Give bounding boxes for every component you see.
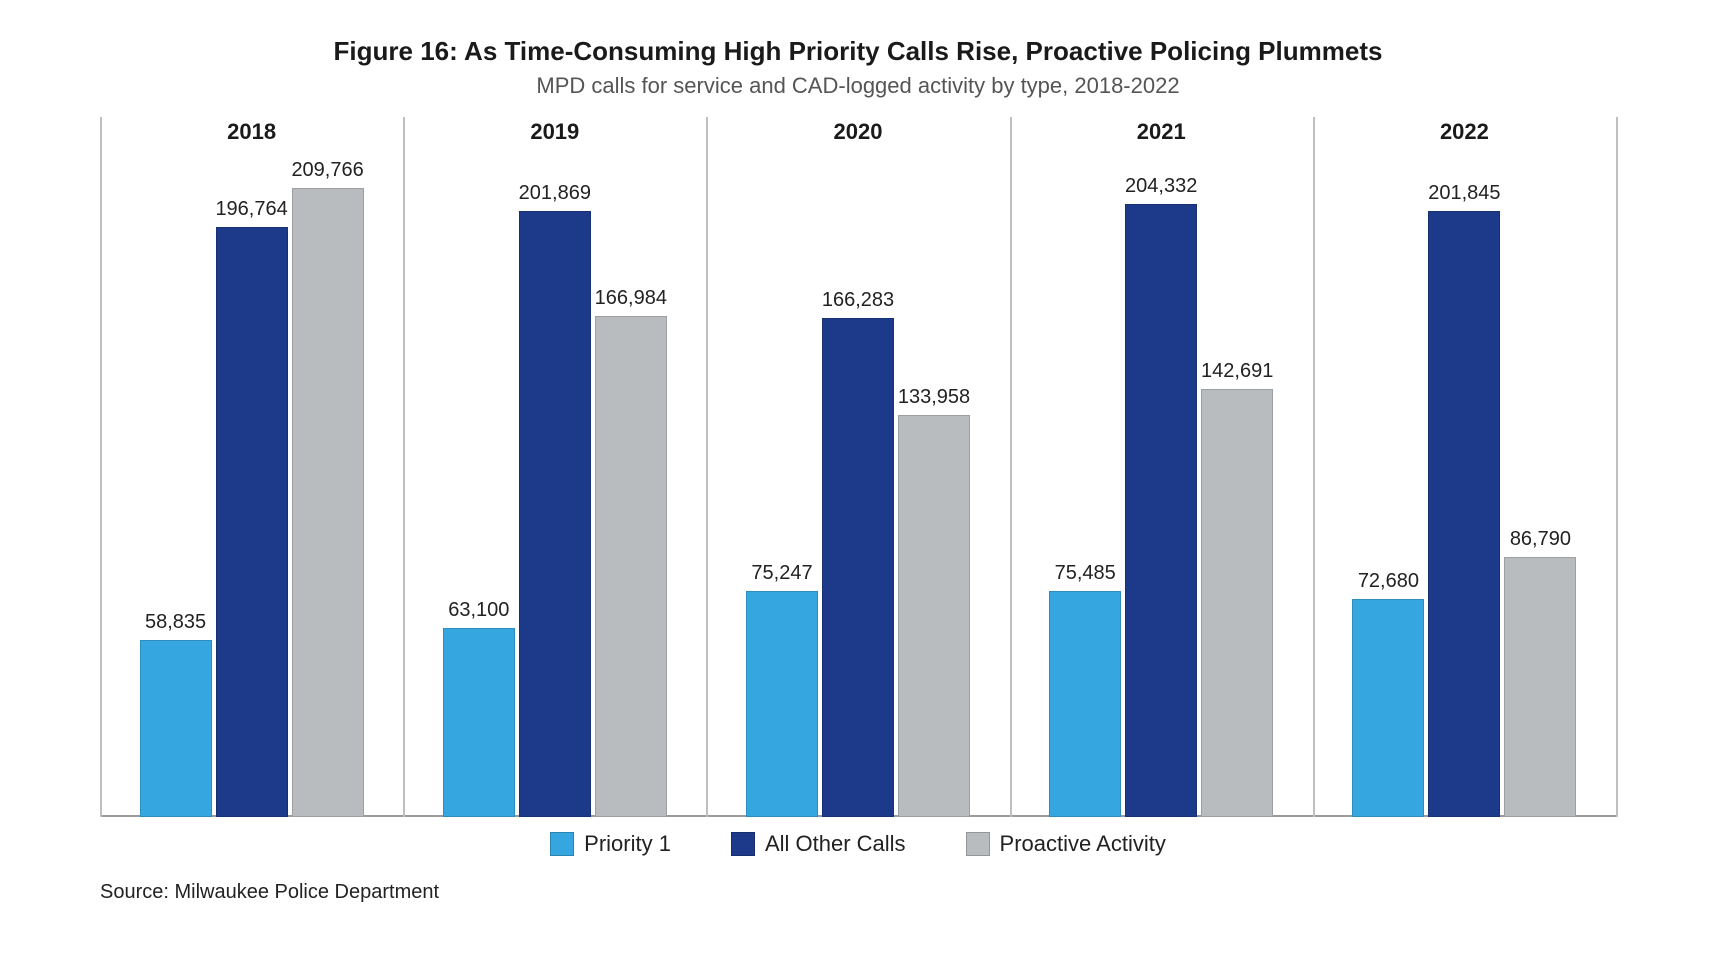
bar-value-label: 204,332	[1125, 175, 1197, 198]
chart-legend: Priority 1 All Other Calls Proactive Activ…	[100, 831, 1616, 857]
bars-row: 75,247 166,283 133,958	[706, 153, 1009, 817]
bar-slot-priority1: 75,485	[1048, 562, 1122, 817]
legend-swatch	[966, 832, 990, 856]
year-label: 2022	[1440, 119, 1489, 145]
bar-slot-other: 204,332	[1124, 175, 1198, 817]
bar-value-label: 209,766	[291, 159, 363, 182]
year-panel-2018: 2018 58,835 196,764209,766	[100, 117, 403, 817]
bar-value-label: 63,100	[448, 599, 509, 622]
bar-slot-proactive: 142,691	[1200, 360, 1274, 817]
bar-slot-proactive: 166,984	[594, 287, 668, 817]
legend-item-priority1: Priority 1	[550, 831, 671, 857]
bar-proactive	[1201, 389, 1273, 817]
panel-divider	[403, 117, 405, 817]
year-panel-2020: 2020 75,247 166,283 133,958	[706, 117, 1009, 817]
bar-value-label: 75,247	[751, 562, 812, 585]
bar-value-label: 166,984	[595, 287, 667, 310]
bar-other	[1125, 204, 1197, 817]
year-label: 2020	[834, 119, 883, 145]
bar-value-label: 133,958	[898, 386, 970, 409]
bar-value-label: 72,680	[1358, 570, 1419, 593]
bars-row: 58,835 196,764209,766	[100, 153, 403, 817]
bar-priority1	[1049, 591, 1121, 817]
year-panel-2021: 2021 75,485 204,332 142,691	[1010, 117, 1313, 817]
bar-slot-priority1: 75,247	[745, 562, 819, 817]
bar-proactive	[1504, 557, 1576, 817]
chart-subtitle: MPD calls for service and CAD-logged act…	[100, 73, 1616, 99]
bar-priority1	[746, 591, 818, 817]
chart-area: 2018 58,835 196,764209,766 2019 63,100 201,86…	[100, 117, 1616, 817]
bar-value-label: 196,764	[215, 198, 287, 221]
bar-other	[216, 227, 288, 817]
bar-slot-other: 196,764	[215, 198, 289, 817]
bar-value-label: 142,691	[1201, 360, 1273, 383]
year-label: 2021	[1137, 119, 1186, 145]
bar-priority1	[1352, 599, 1424, 817]
legend-swatch	[731, 832, 755, 856]
bar-slot-other: 201,845	[1427, 182, 1501, 817]
bar-slot-proactive: 209,766	[291, 159, 365, 817]
panel-divider	[1616, 117, 1618, 817]
legend-swatch	[550, 832, 574, 856]
bar-value-label: 58,835	[145, 611, 206, 634]
legend-label: Priority 1	[584, 831, 671, 857]
bar-value-label: 201,845	[1428, 182, 1500, 205]
panel-divider	[100, 117, 102, 817]
bar-slot-proactive: 86,790	[1503, 528, 1577, 817]
bar-other	[1428, 211, 1500, 817]
bar-priority1	[443, 628, 515, 817]
chart-title: Figure 16: As Time-Consuming High Priori…	[100, 36, 1616, 67]
year-label: 2019	[530, 119, 579, 145]
bar-slot-priority1: 72,680	[1351, 570, 1425, 817]
bar-other	[519, 211, 591, 817]
bar-proactive	[292, 188, 364, 817]
year-panel-2019: 2019 63,100 201,869 166,984	[403, 117, 706, 817]
figure-container: Figure 16: As Time-Consuming High Priori…	[0, 0, 1716, 963]
bar-slot-priority1: 63,100	[442, 599, 516, 817]
bar-slot-other: 166,283	[821, 289, 895, 817]
bar-other	[822, 318, 894, 817]
legend-label: Proactive Activity	[1000, 831, 1166, 857]
year-panel-2022: 2022 72,680 201,845 86,790	[1313, 117, 1616, 817]
bar-proactive	[595, 316, 667, 817]
bars-row: 72,680 201,845 86,790	[1313, 153, 1616, 817]
legend-label: All Other Calls	[765, 831, 906, 857]
bars-row: 75,485 204,332 142,691	[1010, 153, 1313, 817]
bar-value-label: 166,283	[822, 289, 894, 312]
chart-source: Source: Milwaukee Police Department	[100, 881, 1616, 904]
bar-slot-proactive: 133,958	[897, 386, 971, 817]
bar-value-label: 201,869	[519, 182, 591, 205]
bar-proactive	[898, 415, 970, 817]
bar-value-label: 75,485	[1055, 562, 1116, 585]
bar-slot-other: 201,869	[518, 182, 592, 817]
year-label: 2018	[227, 119, 276, 145]
panel-divider	[1010, 117, 1012, 817]
legend-item-proactive: Proactive Activity	[966, 831, 1166, 857]
panel-divider	[706, 117, 708, 817]
bar-priority1	[140, 640, 212, 817]
bar-value-label: 86,790	[1510, 528, 1571, 551]
legend-item-other: All Other Calls	[731, 831, 906, 857]
panel-divider	[1313, 117, 1315, 817]
bar-slot-priority1: 58,835	[139, 611, 213, 817]
bars-row: 63,100 201,869 166,984	[403, 153, 706, 817]
